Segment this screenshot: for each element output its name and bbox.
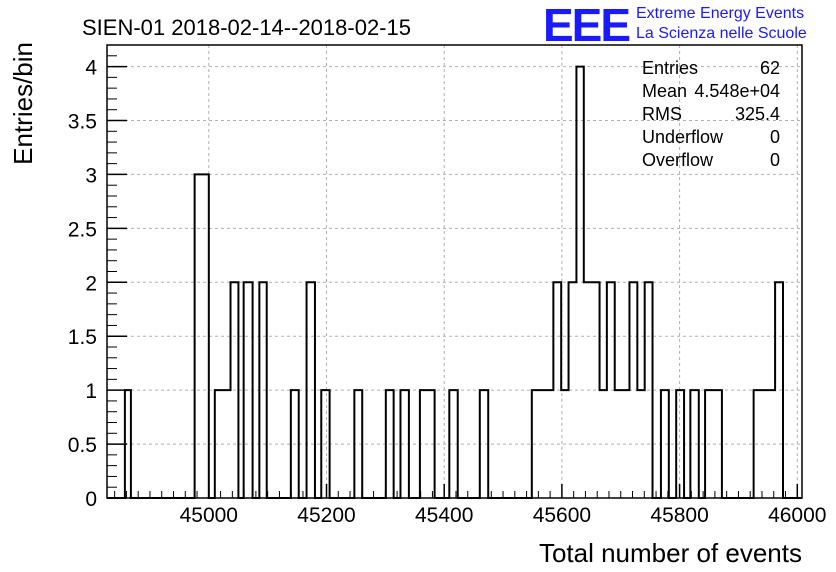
stats-value: 62 xyxy=(759,58,780,78)
chart-title: SIEN-01 2018-02-14--2018-02-15 xyxy=(82,15,411,40)
stats-label: Overflow xyxy=(642,150,714,170)
stats-label: RMS xyxy=(642,104,682,124)
y-tick-label: 3 xyxy=(85,164,97,187)
logo-line-2: La Scienza nelle Scuole xyxy=(636,25,807,42)
axis-ticks xyxy=(107,55,799,499)
stats-row-entries: Entries 62 xyxy=(642,58,780,81)
y-tick-label: 0 xyxy=(85,488,97,511)
stats-value: 0 xyxy=(769,150,780,170)
stats-row-underflow: Underflow 0 xyxy=(642,127,780,150)
x-tick-label: 45600 xyxy=(533,504,591,527)
y-tick-label: 1.5 xyxy=(68,326,97,349)
x-tick-label: 45400 xyxy=(415,504,473,527)
stats-row-rms: RMS 325.4 xyxy=(642,104,780,127)
stats-value: 4.548e+04 xyxy=(694,81,780,101)
tick-labels: 45000 45200 45400 45600 45800 46000 0 0.5 1 1.5 2 2… xyxy=(68,57,827,527)
stats-label: Entries xyxy=(642,58,699,78)
y-tick-label: 0.5 xyxy=(68,434,97,457)
y-tick-label: 4 xyxy=(85,57,97,80)
stats-row-mean: Mean 4.548e+04 xyxy=(642,81,780,104)
stats-row-overflow: Overflow 0 xyxy=(642,150,780,173)
x-tick-label: 45200 xyxy=(297,504,355,527)
y-tick-label: 1 xyxy=(85,380,97,403)
y-tick-label: 3.5 xyxy=(68,111,97,134)
x-axis-label: Total number of events xyxy=(539,538,802,568)
x-tick-label: 45800 xyxy=(650,504,708,527)
histogram-outline xyxy=(107,65,802,499)
y-tick-label: 2.5 xyxy=(68,218,97,241)
x-tick-label: 46000 xyxy=(768,504,826,527)
x-tick-label: 45000 xyxy=(180,504,238,527)
y-axis-label: Entries/bin xyxy=(8,42,38,165)
stats-value: 0 xyxy=(769,127,780,147)
logo-line-1: Extreme Energy Events xyxy=(636,5,805,22)
stats-label: Mean xyxy=(642,81,688,101)
y-tick-label: 2 xyxy=(85,272,97,295)
stats-label: Underflow xyxy=(642,127,724,147)
eee-logo-mark: EEE xyxy=(543,0,631,51)
stats-box: Entries 62 Mean 4.548e+04 RMS 325.4 Unde… xyxy=(642,58,780,173)
stats-value: 325.4 xyxy=(734,104,780,124)
